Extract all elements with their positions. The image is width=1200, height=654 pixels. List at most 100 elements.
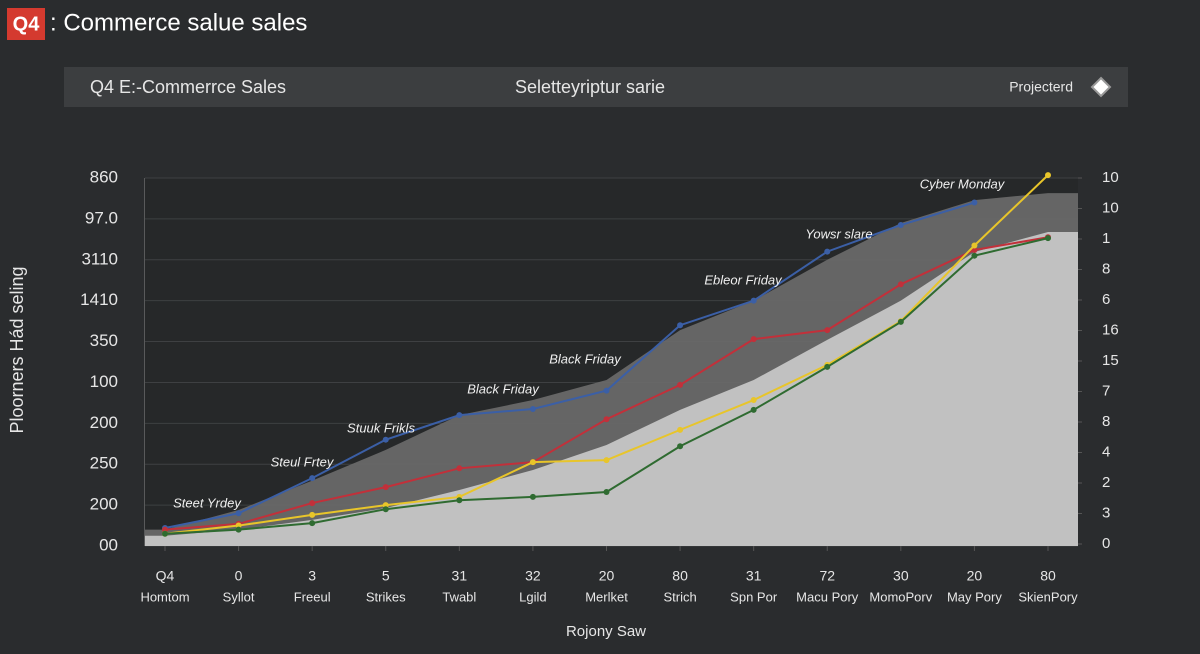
x-tick-label: 32 <box>525 568 541 584</box>
y-tick-label: 97.0 <box>85 208 118 227</box>
x-tick-name: Strikes <box>366 589 406 604</box>
point <box>677 381 684 388</box>
y-axis-title: Ploorners Hád seling <box>7 266 27 433</box>
point <box>309 500 316 507</box>
point <box>309 520 316 527</box>
x-tick-label: 20 <box>967 568 983 584</box>
y-tick-label: 100 <box>90 372 118 391</box>
point <box>603 387 610 394</box>
y2-tick-label: 15 <box>1102 352 1119 369</box>
badge-box <box>7 8 45 40</box>
x-tick-name: SkienPory <box>1018 589 1078 604</box>
x-axis-title: Rojony Saw <box>566 623 646 640</box>
annotation: Black Friday <box>467 381 540 396</box>
page-title: : Commerce salue sales <box>50 9 307 36</box>
y-tick-label: 1410 <box>80 290 118 309</box>
y2-tick-label: 3 <box>1102 504 1110 521</box>
x-tick-label: 31 <box>452 568 468 584</box>
point <box>456 465 463 472</box>
point <box>456 497 463 504</box>
y2-tick-label: 10 <box>1102 169 1119 186</box>
y-tick-label: 3110 <box>81 249 118 268</box>
bar-left: Q4 E:-Commerrce Sales <box>90 77 286 97</box>
y2-tick-label: 6 <box>1102 291 1110 308</box>
point <box>750 397 757 404</box>
x-tick-name: Syllot <box>223 589 255 604</box>
y2-tick-label: 2 <box>1102 474 1110 491</box>
x-tick-name: Strich <box>663 589 696 604</box>
x-tick-name: Freeul <box>294 589 331 604</box>
x-tick-label: 80 <box>1040 568 1056 584</box>
bar-center: Seletteyriptur sarie <box>515 77 665 97</box>
point <box>897 318 904 325</box>
annotation: Steul Frtey <box>271 454 335 469</box>
point <box>971 246 978 253</box>
point <box>750 336 757 343</box>
y2-tick-label: 7 <box>1102 382 1110 399</box>
x-tick-label: 80 <box>672 568 688 584</box>
point <box>162 530 168 537</box>
point <box>529 406 536 413</box>
point <box>971 242 978 249</box>
x-tick-name: Spn Por <box>730 589 778 604</box>
y-tick-label: 200 <box>90 495 118 514</box>
x-tick-label: 0 <box>235 568 243 584</box>
badge: Q4 <box>13 13 41 35</box>
y2-tick-label: 8 <box>1102 413 1110 430</box>
annotation: Steet Yrdey <box>173 495 242 510</box>
point <box>235 526 242 533</box>
y2-tick-label: 16 <box>1102 321 1119 338</box>
x-tick-name: May Pory <box>947 589 1002 604</box>
y-tick-label: 200 <box>90 413 118 432</box>
x-tick-label: 72 <box>819 568 835 584</box>
annotation: Black Friday <box>549 351 622 366</box>
point <box>603 416 610 423</box>
y2-tick-label: 4 <box>1102 443 1110 460</box>
y2-tick-label: 8 <box>1102 260 1110 277</box>
x-tick-label: 5 <box>382 568 390 584</box>
point <box>309 475 316 482</box>
x-tick-name: Macu Pory <box>796 589 859 604</box>
x-tick-label: 3 <box>308 568 316 584</box>
point <box>603 489 610 496</box>
point <box>677 426 684 433</box>
y2-tick-label: 1 <box>1102 230 1110 247</box>
area <box>145 231 1078 546</box>
point <box>971 199 978 206</box>
point <box>382 506 389 513</box>
line <box>164 201 975 529</box>
x-tick-label: Q4 <box>156 568 175 584</box>
point <box>309 511 316 518</box>
point <box>1045 235 1051 242</box>
point <box>750 406 757 413</box>
point <box>824 363 831 370</box>
point <box>529 459 536 466</box>
y2-tick-label: 0 <box>1102 535 1110 552</box>
point <box>382 484 389 491</box>
x-tick-name: Lgild <box>519 589 546 604</box>
point <box>382 436 389 443</box>
x-tick-label: 30 <box>893 568 909 584</box>
point <box>235 510 242 517</box>
x-tick-name: MomoPorv <box>869 589 932 604</box>
annotation: Stuuk Frikls <box>347 420 415 435</box>
bar-right: Projecterd <box>1009 79 1073 95</box>
diamond-icon[interactable] <box>1090 76 1112 98</box>
y-tick-label: 860 <box>90 167 118 186</box>
x-tick-name: Homtom <box>140 589 189 604</box>
point <box>456 412 463 419</box>
x-tick-label: 31 <box>746 568 762 584</box>
y-tick-label: 250 <box>90 454 118 473</box>
y-tick-label: 350 <box>90 331 118 350</box>
point <box>603 457 610 464</box>
point <box>824 327 831 334</box>
point <box>971 252 978 259</box>
x-tick-label: 20 <box>599 568 615 584</box>
y2-tick-label: 10 <box>1102 199 1119 216</box>
point <box>677 322 684 329</box>
header-bar <box>64 67 1128 107</box>
y-tick-label: 00 <box>99 535 118 554</box>
annotation: Ebleor Friday <box>704 272 783 287</box>
